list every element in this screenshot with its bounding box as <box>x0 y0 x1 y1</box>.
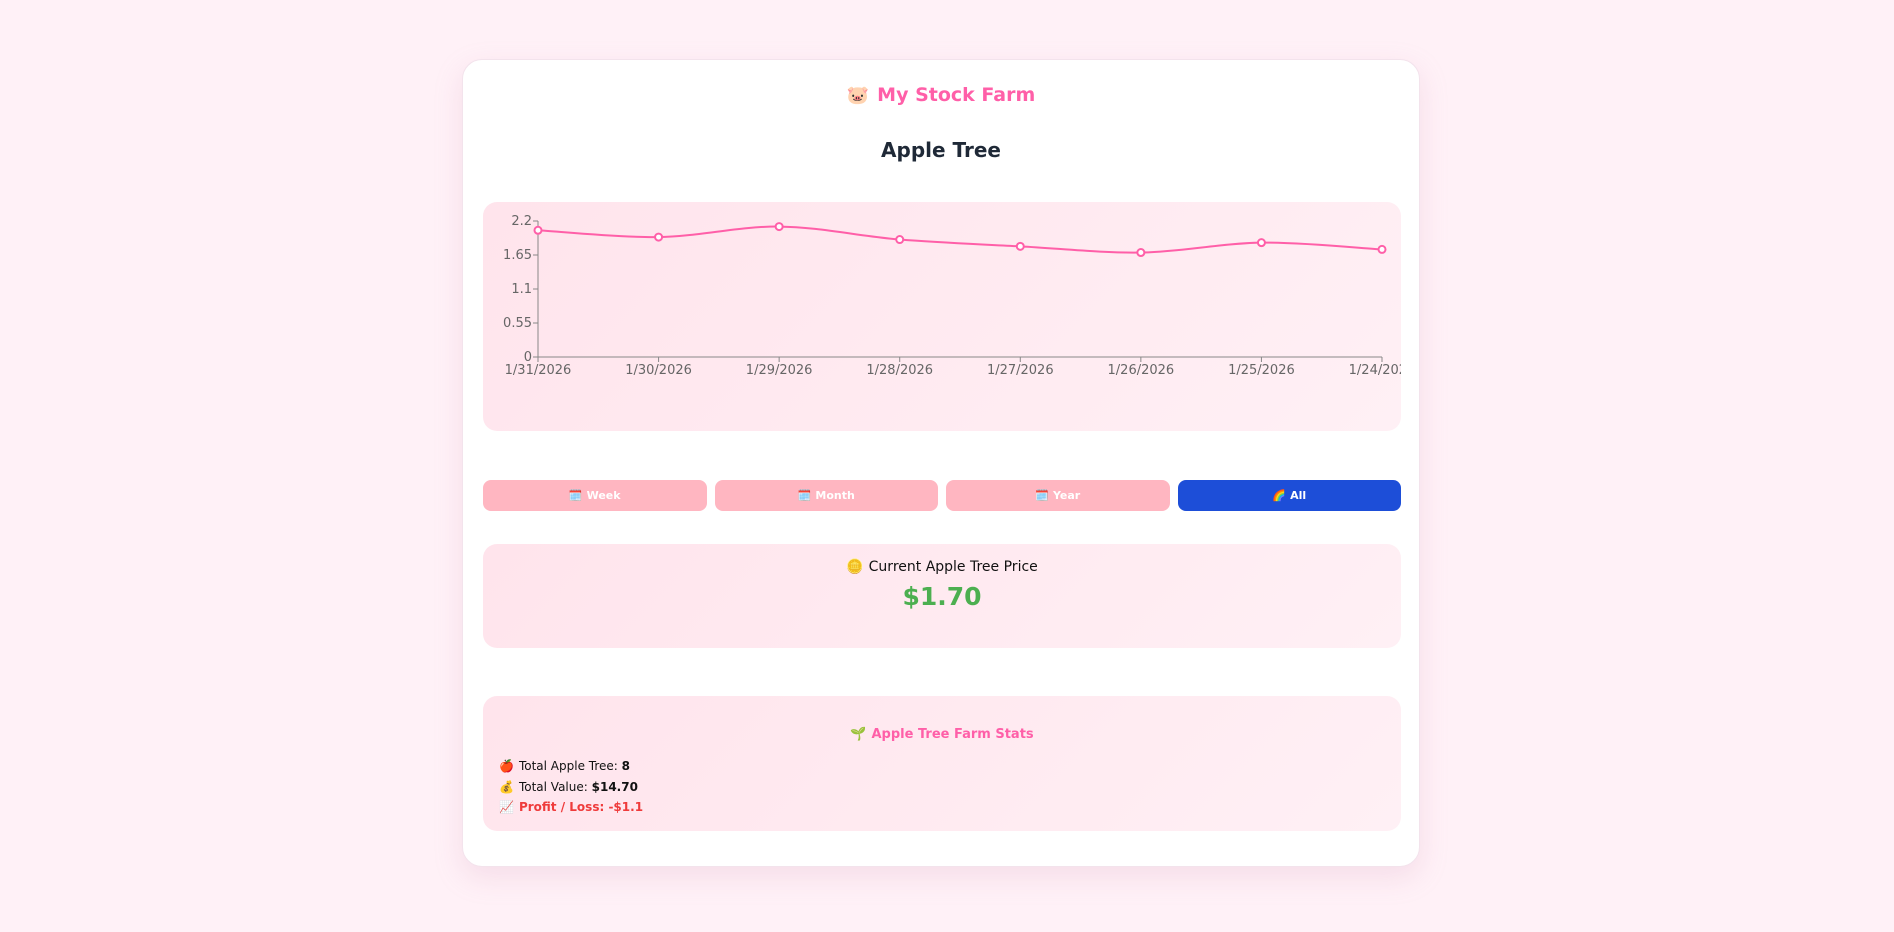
x-tick-label: 1/24/2026 <box>1349 363 1401 378</box>
week-range-button[interactable]: 🗓️ Week <box>483 480 707 511</box>
week-range-label: Week <box>586 489 621 502</box>
x-tick-label: 1/29/2026 <box>746 363 813 378</box>
y-tick-label: 0 <box>524 350 532 365</box>
profit-loss-value: -$1.1 <box>608 800 644 814</box>
current-price-panel: 🪙 Current Apple Tree Price $1.70 <box>483 544 1401 648</box>
chart-increasing-icon: 📈 <box>499 800 514 814</box>
calendar-icon: 🗓️ <box>797 489 812 502</box>
month-range-button[interactable]: 🗓️ Month <box>714 480 938 511</box>
price-series-line <box>537 225 1383 254</box>
total-value-stat: 💰 Total Value: $14.70 <box>499 779 638 795</box>
current-price-label: 🪙 Current Apple Tree Price <box>483 559 1401 575</box>
current-price-value: $1.70 <box>902 582 982 611</box>
seedling-icon: 🌱 <box>850 727 867 742</box>
app-title-text: My Stock Farm <box>877 84 1036 106</box>
y-tick-label: 1.1 <box>511 282 532 297</box>
coin-icon: 🪙 <box>846 559 864 575</box>
farm-stats-title-text: Apple Tree Farm Stats <box>871 727 1034 742</box>
time-range-selector: 🗓️ Week 🗓️ Month 🗓️ Year 🌈 All <box>483 480 1401 511</box>
data-point[interactable] <box>895 235 905 245</box>
price-line-chart: 2.2 1.65 1.1 0.55 0 1/31/2026 1/30/2026 1/29/2… <box>503 214 1401 378</box>
data-point[interactable] <box>1256 238 1266 248</box>
data-point[interactable] <box>1015 241 1025 251</box>
pig-face-icon: 🐷 <box>846 85 870 106</box>
data-point[interactable] <box>1136 248 1146 258</box>
total-value-value: $14.70 <box>591 780 638 794</box>
total-quantity-label: Total Apple Tree: <box>518 759 618 773</box>
calendar-icon: 🗓️ <box>1035 489 1049 502</box>
farm-stats-panel: 🌱 Apple Tree Farm Stats 🍎 Total Apple Tree… <box>483 696 1401 831</box>
calendar-icon: 🗓️ <box>568 489 583 502</box>
data-point[interactable] <box>1377 244 1387 254</box>
all-range-label: All <box>1290 489 1307 502</box>
stock-card: 🐷 My Stock Farm Apple Tree 2.2 1.65 1.1 0.55… <box>462 59 1420 867</box>
data-point[interactable] <box>533 225 543 235</box>
x-tick-label: 1/30/2026 <box>625 363 692 378</box>
rainbow-icon: 🌈 <box>1272 489 1287 502</box>
month-range-label: Month <box>815 489 855 502</box>
y-tick-label: 1.65 <box>503 248 532 263</box>
profit-loss-stat: 📈 Profit / Loss: -$1.1 <box>499 799 643 815</box>
x-tick-label: 1/25/2026 <box>1228 363 1295 378</box>
profit-loss-label: Profit / Loss: <box>518 800 605 814</box>
data-point[interactable] <box>654 232 664 242</box>
y-tick-label: 2.2 <box>511 214 532 229</box>
year-range-button[interactable]: 🗓️ Year <box>946 480 1170 511</box>
total-quantity-value: 8 <box>621 759 630 773</box>
all-range-button[interactable]: 🌈 All <box>1177 480 1401 511</box>
year-range-label: Year <box>1052 489 1081 502</box>
x-tick-label: 1/26/2026 <box>1108 363 1175 378</box>
y-tick-label: 0.55 <box>503 316 532 331</box>
current-price-label-text: Current Apple Tree Price <box>868 559 1038 575</box>
farm-stats-title: 🌱 Apple Tree Farm Stats <box>483 727 1401 742</box>
app-title: 🐷 My Stock Farm <box>463 82 1419 109</box>
money-bag-icon: 💰 <box>499 780 514 794</box>
price-chart-panel: 2.2 1.65 1.1 0.55 0 1/31/2026 1/30/2026 1/29/2… <box>483 202 1401 431</box>
total-value-label: Total Value: <box>518 780 588 794</box>
stock-name: Apple Tree <box>881 138 1001 162</box>
total-quantity-stat: 🍎 Total Apple Tree: 8 <box>499 758 630 774</box>
data-point[interactable] <box>774 222 784 232</box>
x-tick-label: 1/27/2026 <box>987 363 1054 378</box>
apple-icon: 🍎 <box>499 759 514 773</box>
x-tick-label: 1/31/2026 <box>505 363 572 378</box>
x-tick-label: 1/28/2026 <box>866 363 933 378</box>
